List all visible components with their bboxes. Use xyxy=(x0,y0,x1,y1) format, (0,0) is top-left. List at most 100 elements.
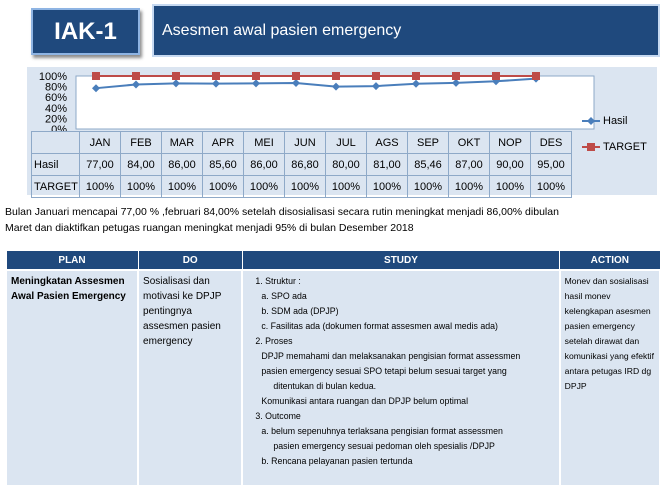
point-hasil xyxy=(332,82,340,91)
pdsa-table: PLAN DO STUDY ACTION Meningkatan Assesme… xyxy=(4,250,662,487)
target-cell: 100% xyxy=(366,175,408,198)
do-cell: Sosialisasi dan motivasi ke DPJP penting… xyxy=(137,269,244,487)
month-header: DES xyxy=(530,131,572,154)
legend-item-target: TARGET xyxy=(582,139,647,155)
point-hasil xyxy=(372,82,380,91)
hasil-cell: 85,60 xyxy=(202,153,244,176)
y-tick-label: 80% xyxy=(45,82,67,94)
point-target xyxy=(172,72,180,80)
month-header: FEB xyxy=(120,131,162,154)
target-cell: 100% xyxy=(161,175,203,198)
target-cell: 100% xyxy=(325,175,367,198)
point-target xyxy=(132,72,140,80)
point-target xyxy=(332,72,340,80)
hasil-cell: 84,00 xyxy=(120,153,162,176)
study-proses: 2. Proses xyxy=(255,336,293,346)
target-cell: 100% xyxy=(202,175,244,198)
month-header: NOP xyxy=(489,131,531,154)
study-struktur-c: c. Fasilitas ada (dokumen format assesme… xyxy=(261,321,498,331)
month-header-row: JAN FEB MAR APR MEI JUN JUL AGS SEP OKT … xyxy=(31,131,572,154)
target-cell: 100% xyxy=(284,175,326,198)
study-outcome-b: b. Rencana pelayanan pasien tertunda xyxy=(261,456,413,466)
hasil-cell: 95,00 xyxy=(530,153,572,176)
point-target xyxy=(412,72,420,80)
point-hasil xyxy=(132,80,140,89)
row-label: Hasil xyxy=(31,153,80,176)
study-outcome: 3. Outcome xyxy=(255,411,301,421)
point-hasil xyxy=(412,79,420,88)
chart-legend: Hasil TARGET xyxy=(582,113,647,165)
target-cell: 100% xyxy=(120,175,162,198)
legend-target-label: TARGET xyxy=(603,141,647,153)
study-proses-line: pasien emergency sesuai SPO tetapi belum… xyxy=(261,366,507,376)
point-target xyxy=(492,72,500,80)
month-header: MAR xyxy=(161,131,203,154)
point-target xyxy=(532,72,540,80)
point-hasil xyxy=(172,79,180,88)
point-target xyxy=(372,72,380,80)
legend-hasil-label: Hasil xyxy=(603,115,628,127)
point-target xyxy=(452,72,460,80)
data-table: JAN FEB MAR APR MEI JUN JUL AGS SEP OKT … xyxy=(31,131,572,198)
month-header: APR xyxy=(202,131,244,154)
point-target xyxy=(252,72,260,80)
legend-item-hasil: Hasil xyxy=(582,113,647,129)
summary-line-1: Bulan Januari mencapai 77,00 % ,februari… xyxy=(5,206,559,218)
point-hasil xyxy=(92,84,100,93)
study-struktur-a: a. SPO ada xyxy=(261,291,307,301)
y-tick-label: 100% xyxy=(39,71,67,83)
study-proses-line: Komunikasi antara ruangan dan DPJP belum… xyxy=(261,396,469,406)
month-header: JUL xyxy=(325,131,367,154)
hasil-cell: 80,00 xyxy=(325,153,367,176)
summary-line-2: Maret dan diaktifkan petugas ruangan men… xyxy=(5,222,414,234)
do-header: DO xyxy=(137,250,243,271)
study-proses-line: ditentukan di bulan kedua. xyxy=(273,381,377,391)
study-proses-line: DPJP memahami dan melaksanakan pengisian… xyxy=(261,351,521,361)
target-cell: 100% xyxy=(79,175,121,198)
y-tick-label: 40% xyxy=(45,103,67,115)
study-cell: 1. Struktur : a. SPO ada b. SDM ada (DPJ… xyxy=(241,269,561,487)
hasil-cell: 86,00 xyxy=(161,153,203,176)
legend-hasil-swatch xyxy=(582,116,600,126)
study-outcome-a: a. belum sepenuhnya terlaksana pengisian… xyxy=(261,426,503,436)
action-cell: Monev dan sosialisasi hasil monev keleng… xyxy=(558,269,662,487)
month-header: MEI xyxy=(243,131,285,154)
point-hasil xyxy=(452,78,460,87)
point-target xyxy=(292,72,300,80)
indicator-code-badge: IAK-1 xyxy=(31,8,140,55)
y-tick-label: 20% xyxy=(45,113,67,125)
point-hasil xyxy=(252,79,260,88)
target-cell: 100% xyxy=(448,175,490,198)
point-target xyxy=(92,72,100,80)
point-target xyxy=(212,72,220,80)
summary-paragraph: Bulan Januari mencapai 77,00 % ,februari… xyxy=(5,204,661,236)
month-header: JAN xyxy=(79,131,121,154)
month-header: AGS xyxy=(366,131,408,154)
hasil-row: Hasil 77,00 84,00 86,00 85,60 86,00 86,8… xyxy=(31,153,572,176)
point-hasil xyxy=(292,78,300,87)
legend-target-swatch xyxy=(582,142,600,152)
pdsa-body-row: Meningkatan Assesmen Awal Pasien Emergen… xyxy=(4,269,662,487)
line-chart: 100%80%60%40%20%0% xyxy=(39,71,595,131)
hasil-cell: 77,00 xyxy=(79,153,121,176)
hasil-cell: 86,80 xyxy=(284,153,326,176)
plan-cell: Meningkatan Assesmen Awal Pasien Emergen… xyxy=(4,269,140,487)
month-header: SEP xyxy=(407,131,449,154)
y-tick-label: 0% xyxy=(51,124,67,131)
y-tick-label: 60% xyxy=(45,92,67,104)
hasil-cell: 81,00 xyxy=(366,153,408,176)
target-row: TARGET 100% 100% 100% 100% 100% 100% 100… xyxy=(31,175,572,198)
target-cell: 100% xyxy=(407,175,449,198)
hasil-cell: 85,46 xyxy=(407,153,449,176)
month-header: OKT xyxy=(448,131,490,154)
hasil-cell: 86,00 xyxy=(243,153,285,176)
row-label: TARGET xyxy=(31,175,80,198)
target-cell: 100% xyxy=(243,175,285,198)
plan-header: PLAN xyxy=(5,250,139,271)
study-struktur-b: b. SDM ada (DPJP) xyxy=(261,306,339,316)
corner-cell xyxy=(31,131,80,154)
month-header: JUN xyxy=(284,131,326,154)
hasil-cell: 87,00 xyxy=(448,153,490,176)
page-title: Asesmen awal pasien emergency xyxy=(152,4,660,57)
study-struktur: 1. Struktur : xyxy=(255,276,301,286)
